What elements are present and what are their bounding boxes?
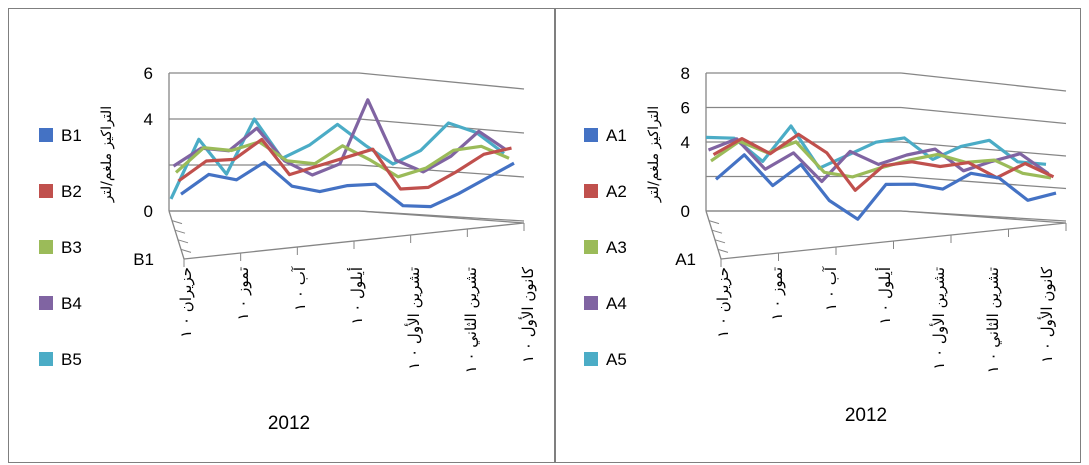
legend-swatch-b2 bbox=[39, 184, 53, 198]
depth-tick bbox=[180, 248, 192, 253]
depth-tick bbox=[708, 220, 720, 225]
depth-tick bbox=[711, 229, 723, 234]
y-tick-label: 0 bbox=[144, 202, 153, 221]
category-label: ۱ ۰ كانون الأول bbox=[518, 266, 537, 363]
depth-tick bbox=[714, 239, 726, 244]
legend-swatch-a5 bbox=[584, 352, 598, 366]
legend-label-b3: B3 bbox=[61, 238, 82, 257]
category-label: ۱ ۰ تشرين الأول bbox=[404, 267, 423, 370]
series-line-a1 bbox=[714, 153, 1057, 221]
category-label: ۱ ۰ تشرين الثاني bbox=[984, 267, 1003, 373]
series-line-b5 bbox=[169, 117, 505, 200]
category-label: ۱ ۰ تشرين الثاني bbox=[462, 267, 481, 373]
series-line-b2 bbox=[177, 137, 512, 191]
gridline-slant bbox=[900, 175, 1067, 190]
chart-panel-b: 0 4 6 B1 التراكيز ملغم/لتر B1 B2 B3 B4 B5 ۱ ۰ حزير… bbox=[8, 8, 555, 463]
legend-label-b5: B5 bbox=[61, 350, 82, 369]
legend-swatch-b3 bbox=[39, 240, 53, 254]
y-tick-label: 0 bbox=[681, 202, 690, 221]
legend-label-a3: A3 bbox=[606, 238, 627, 257]
y-axis-title: التراكيز ملغم/لتر bbox=[646, 106, 662, 203]
legend-swatch-b1 bbox=[39, 128, 53, 142]
depth-axis-line bbox=[168, 210, 185, 260]
category-label: ۱ ۰ أيلول bbox=[347, 267, 366, 325]
chart-panel-a: 0 4 6 8 A1 التراكيز ملغم/لتر A1 A2 A3 A4 A5 ۱ ۰ حزي… bbox=[555, 8, 1081, 463]
series-line-b1 bbox=[180, 160, 515, 209]
y-tick-label: 6 bbox=[681, 99, 690, 118]
category-label: ۱ ۰ تموز bbox=[234, 267, 252, 321]
x-axis-title: 2012 bbox=[845, 405, 887, 426]
y-tick-label: 6 bbox=[144, 64, 153, 83]
category-label: ۱ ۰ آب bbox=[291, 266, 309, 311]
category-label: ۱ ۰ حزيران bbox=[714, 267, 732, 338]
depth-tick bbox=[174, 229, 186, 234]
y-tick-label: 4 bbox=[144, 110, 153, 129]
legend-label-a5: A5 bbox=[606, 350, 627, 369]
category-label: ۱ ۰ تشرين الأول bbox=[929, 267, 948, 370]
category-label: ۱ ۰ حزيران bbox=[177, 267, 195, 338]
y-tick-label: 4 bbox=[681, 133, 690, 152]
gridline-slant bbox=[900, 141, 1067, 157]
legend-label-a2: A2 bbox=[606, 182, 627, 201]
category-label: ۱ ۰ آب bbox=[822, 266, 840, 311]
series-line-a5 bbox=[705, 124, 1047, 170]
depth-tick bbox=[177, 239, 189, 244]
legend-label-b2: B2 bbox=[61, 182, 82, 201]
legend-label-b1: B1 bbox=[61, 126, 82, 145]
depth-axis-line bbox=[705, 210, 722, 260]
floor-slant-edge bbox=[358, 210, 525, 224]
legend-swatch-a3 bbox=[584, 240, 598, 254]
y-tick-label: 8 bbox=[681, 64, 690, 83]
depth-axis-label: A1 bbox=[675, 250, 696, 269]
chart-b-svg: 0 4 6 B1 التراكيز ملغم/لتر B1 B2 B3 B4 B5 ۱ ۰ حزير… bbox=[39, 64, 537, 434]
category-label: ۱ ۰ كانون الأول bbox=[1037, 266, 1056, 363]
legend-label-a1: A1 bbox=[606, 126, 627, 145]
gridline-slant bbox=[358, 72, 525, 90]
legend-label-a4: A4 bbox=[606, 294, 627, 313]
y-axis-title: التراكيز ملغم/لتر bbox=[99, 106, 115, 203]
gridline-slant bbox=[900, 106, 1067, 125]
legend-swatch-b4 bbox=[39, 296, 53, 310]
x-axis-title: 2012 bbox=[268, 413, 310, 434]
legend-swatch-b5 bbox=[39, 352, 53, 366]
legend-swatch-a1 bbox=[584, 128, 598, 142]
gridline-slant bbox=[900, 72, 1067, 92]
legend-swatch-a4 bbox=[584, 296, 598, 310]
floor-slant-edge bbox=[900, 210, 1067, 224]
chart-a-svg: 0 4 6 8 A1 التراكيز ملغم/لتر A1 A2 A3 A4 A5 ۱ ۰ حزي… bbox=[584, 64, 1067, 426]
gridline-slant bbox=[358, 118, 525, 134]
series-line-b4 bbox=[172, 98, 508, 177]
category-label: ۱ ۰ أيلول bbox=[875, 267, 894, 325]
category-label: ۱ ۰ تموز bbox=[768, 267, 786, 321]
legend-label-b4: B4 bbox=[61, 294, 82, 313]
depth-tick bbox=[171, 220, 183, 225]
series-line-b3 bbox=[174, 140, 510, 179]
depth-tick bbox=[717, 248, 729, 253]
legend-swatch-a2 bbox=[584, 184, 598, 198]
depth-axis-label: B1 bbox=[133, 250, 154, 269]
